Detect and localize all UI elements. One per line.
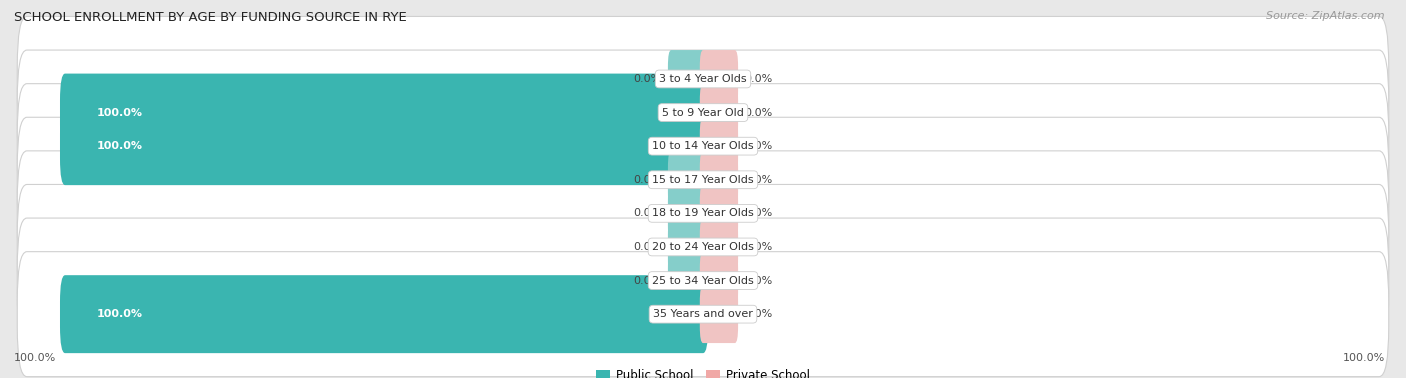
FancyBboxPatch shape	[17, 17, 1389, 141]
Text: 18 to 19 Year Olds: 18 to 19 Year Olds	[652, 208, 754, 218]
Text: 100.0%: 100.0%	[97, 141, 143, 151]
Text: 0.0%: 0.0%	[633, 175, 662, 185]
FancyBboxPatch shape	[700, 252, 738, 310]
Text: 0.0%: 0.0%	[633, 74, 662, 84]
FancyBboxPatch shape	[700, 117, 738, 175]
Text: 0.0%: 0.0%	[744, 175, 773, 185]
FancyBboxPatch shape	[668, 184, 706, 242]
FancyBboxPatch shape	[60, 74, 709, 152]
Text: 100.0%: 100.0%	[14, 353, 56, 363]
FancyBboxPatch shape	[700, 285, 738, 343]
Text: 5 to 9 Year Old: 5 to 9 Year Old	[662, 108, 744, 118]
Text: 0.0%: 0.0%	[633, 242, 662, 252]
Text: 0.0%: 0.0%	[744, 208, 773, 218]
Text: 100.0%: 100.0%	[97, 108, 143, 118]
FancyBboxPatch shape	[668, 50, 706, 108]
FancyBboxPatch shape	[60, 275, 709, 353]
FancyBboxPatch shape	[700, 84, 738, 141]
Text: 3 to 4 Year Olds: 3 to 4 Year Olds	[659, 74, 747, 84]
Text: SCHOOL ENROLLMENT BY AGE BY FUNDING SOURCE IN RYE: SCHOOL ENROLLMENT BY AGE BY FUNDING SOUR…	[14, 11, 406, 24]
FancyBboxPatch shape	[60, 107, 709, 185]
Text: 20 to 24 Year Olds: 20 to 24 Year Olds	[652, 242, 754, 252]
FancyBboxPatch shape	[668, 218, 706, 276]
Legend: Public School, Private School: Public School, Private School	[592, 364, 814, 378]
FancyBboxPatch shape	[700, 184, 738, 242]
FancyBboxPatch shape	[700, 151, 738, 209]
Text: 0.0%: 0.0%	[633, 276, 662, 285]
Text: 15 to 17 Year Olds: 15 to 17 Year Olds	[652, 175, 754, 185]
Text: 35 Years and over: 35 Years and over	[652, 309, 754, 319]
Text: 0.0%: 0.0%	[744, 242, 773, 252]
FancyBboxPatch shape	[17, 184, 1389, 310]
Text: 100.0%: 100.0%	[1343, 353, 1385, 363]
FancyBboxPatch shape	[17, 117, 1389, 242]
FancyBboxPatch shape	[17, 218, 1389, 343]
Text: 25 to 34 Year Olds: 25 to 34 Year Olds	[652, 276, 754, 285]
Text: 0.0%: 0.0%	[744, 276, 773, 285]
FancyBboxPatch shape	[668, 151, 706, 209]
FancyBboxPatch shape	[17, 50, 1389, 175]
Text: 10 to 14 Year Olds: 10 to 14 Year Olds	[652, 141, 754, 151]
FancyBboxPatch shape	[17, 252, 1389, 376]
Text: 0.0%: 0.0%	[633, 208, 662, 218]
FancyBboxPatch shape	[17, 151, 1389, 276]
Text: 0.0%: 0.0%	[744, 108, 773, 118]
Text: Source: ZipAtlas.com: Source: ZipAtlas.com	[1267, 11, 1385, 21]
FancyBboxPatch shape	[17, 84, 1389, 209]
FancyBboxPatch shape	[700, 218, 738, 276]
Text: 100.0%: 100.0%	[97, 309, 143, 319]
Text: 0.0%: 0.0%	[744, 74, 773, 84]
Text: 0.0%: 0.0%	[744, 309, 773, 319]
FancyBboxPatch shape	[668, 252, 706, 310]
Text: 0.0%: 0.0%	[744, 141, 773, 151]
FancyBboxPatch shape	[700, 50, 738, 108]
